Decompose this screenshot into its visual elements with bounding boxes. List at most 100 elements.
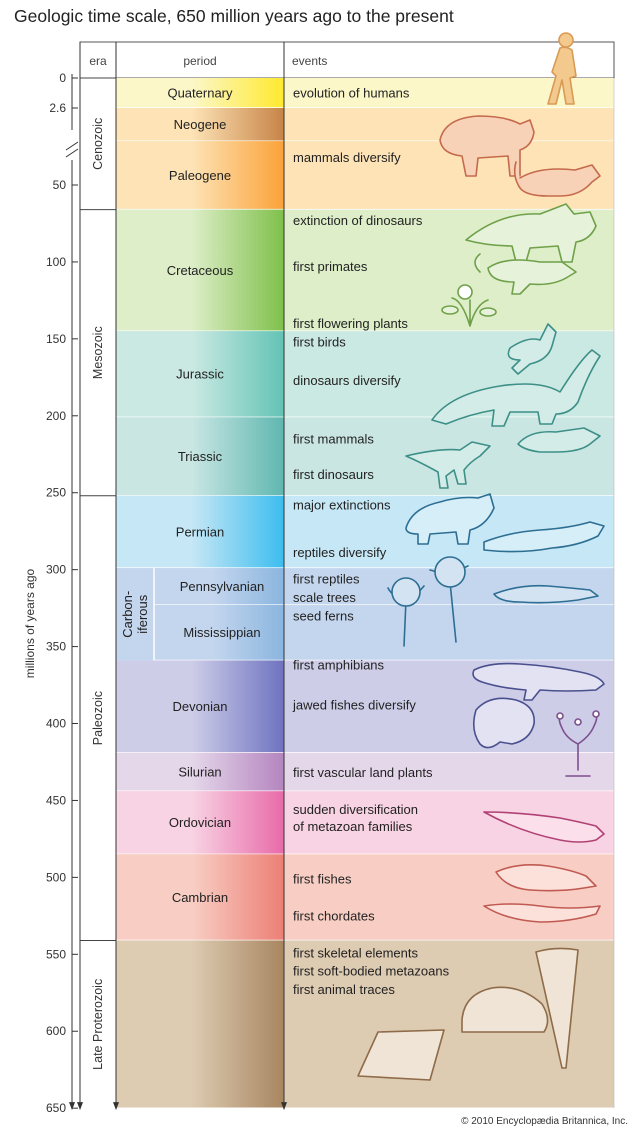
period-label: Cambrian xyxy=(172,890,228,905)
axis-tick-label: 500 xyxy=(46,870,66,884)
period-cell xyxy=(116,660,284,753)
axis-tick-label: 100 xyxy=(46,255,66,269)
axis-tick-label: 400 xyxy=(46,717,66,731)
fish-icon xyxy=(472,697,535,749)
axis-tick-label: 350 xyxy=(46,640,66,654)
era-label: Late Proterozoic xyxy=(91,979,105,1070)
event-label: dinosaurs diversify xyxy=(293,373,401,388)
period-row: Cambrian xyxy=(116,854,614,942)
event-label: seed ferns xyxy=(293,608,354,623)
period-cell xyxy=(116,141,284,210)
era-label: Mesozoic xyxy=(91,326,105,379)
period-label: Pennsylvanian xyxy=(180,579,265,594)
axis-tick-label: 550 xyxy=(46,947,66,961)
era-cell: Mesozoic xyxy=(80,209,116,496)
period-row: Ordovician xyxy=(116,791,614,855)
events-header: events xyxy=(292,54,327,68)
column-rules xyxy=(77,42,615,1111)
events-list: evolution of humans mammals diversify exti… xyxy=(292,86,450,998)
rhinoceros-icon xyxy=(439,115,535,177)
event-label: first chordates xyxy=(293,908,375,923)
period-cell xyxy=(116,331,284,418)
axis-label: millions of years ago xyxy=(23,568,37,678)
period-cell xyxy=(154,605,284,661)
event-label: evolution of humans xyxy=(293,86,410,101)
period-label: Paleogene xyxy=(169,168,231,183)
event-label: mammals diversify xyxy=(293,150,401,165)
period-cell xyxy=(116,940,284,1109)
period-row: Neogene xyxy=(116,108,614,142)
event-label: first mammals xyxy=(293,431,374,446)
axis-tick-label: 0 xyxy=(59,71,66,85)
event-label: scale trees xyxy=(293,590,356,605)
period-header: period xyxy=(183,54,216,68)
era-header: era xyxy=(89,54,107,68)
event-label: first dinosaurs xyxy=(293,467,374,482)
period-label: Permian xyxy=(176,524,224,539)
human-icon xyxy=(547,32,577,105)
mammal-icon xyxy=(513,161,601,197)
era-cell: Late Proterozoic xyxy=(80,939,116,1109)
era-cell: Paleozoic xyxy=(80,495,116,941)
event-label: first fishes xyxy=(293,871,352,886)
event-label: reptiles diversify xyxy=(293,545,387,560)
event-label: first birds xyxy=(293,334,346,349)
axis-tick-label: 50 xyxy=(53,178,67,192)
column-headers: era period events xyxy=(79,41,615,79)
axis-tick-label: 150 xyxy=(46,332,66,346)
period-cell xyxy=(116,417,284,496)
event-label: extinction of dinosaurs xyxy=(293,213,423,228)
axis-break-icon xyxy=(65,141,79,158)
period-cell xyxy=(116,108,284,142)
event-label: first flowering plants xyxy=(293,316,408,331)
chordate-icon xyxy=(483,903,601,923)
page-title: Geologic time scale, 650 million years a… xyxy=(14,6,454,26)
amphibian-icon xyxy=(472,662,605,701)
reptile-icon xyxy=(405,493,495,545)
era-cell: Cenozoic xyxy=(80,77,116,210)
period-label: Cretaceous xyxy=(167,263,234,278)
period-label: Jurassic xyxy=(176,367,224,382)
axis-tick-label: 300 xyxy=(46,563,66,577)
event-label: of metazoan families xyxy=(293,819,413,834)
plant-icon xyxy=(556,710,600,777)
period-label: Triassic xyxy=(178,449,223,464)
axis-tick-label: 2.6 xyxy=(49,101,66,115)
event-label: sudden diversification xyxy=(293,802,418,817)
lizard-icon xyxy=(483,521,605,553)
carboniferous-label: Carbon-iferous xyxy=(116,568,155,661)
flower-icon xyxy=(441,284,497,327)
primate-icon xyxy=(474,253,577,295)
period-cell xyxy=(116,752,284,792)
event-label: jawed fishes diversify xyxy=(292,698,416,713)
bird-icon xyxy=(507,323,557,375)
period-row: Mississippian xyxy=(116,605,614,662)
period-label: Neogene xyxy=(174,117,227,132)
time-axis: 0 2.6 50 100 150 200 250 300 350 400 450 500 550 600 6… xyxy=(23,71,79,1115)
period-label: Quaternary xyxy=(167,86,233,101)
period-cell xyxy=(116,495,284,569)
sauropod-icon xyxy=(431,349,601,427)
period-cell xyxy=(116,209,284,332)
event-label: first vascular land plants xyxy=(293,765,433,780)
event-label: first reptiles xyxy=(293,571,360,586)
svg-text:Carbon-iferous: Carbon-iferous xyxy=(120,591,150,638)
period-label: Mississippian xyxy=(183,625,260,640)
period-row: Triassic xyxy=(116,417,614,497)
era-label: Cenozoic xyxy=(91,118,105,170)
era-label: Paleozoic xyxy=(91,691,105,745)
event-label: first amphibians xyxy=(293,658,385,673)
small-mammal-icon xyxy=(517,427,601,453)
scale-tree-icon xyxy=(387,556,599,647)
axis-tick-label: 250 xyxy=(46,486,66,500)
triceratops-icon xyxy=(465,203,597,263)
copyright-credit: © 2010 Encyclopædia Britannica, Inc. xyxy=(461,1116,628,1127)
period-label: Devonian xyxy=(173,699,228,714)
period-cell xyxy=(154,568,284,606)
dinosaur-icon xyxy=(405,441,491,489)
axis-tick-label: 650 xyxy=(46,1101,66,1115)
nautiloid-icon xyxy=(483,811,605,843)
period-cell xyxy=(116,78,284,108)
shell-icon xyxy=(357,947,579,1081)
